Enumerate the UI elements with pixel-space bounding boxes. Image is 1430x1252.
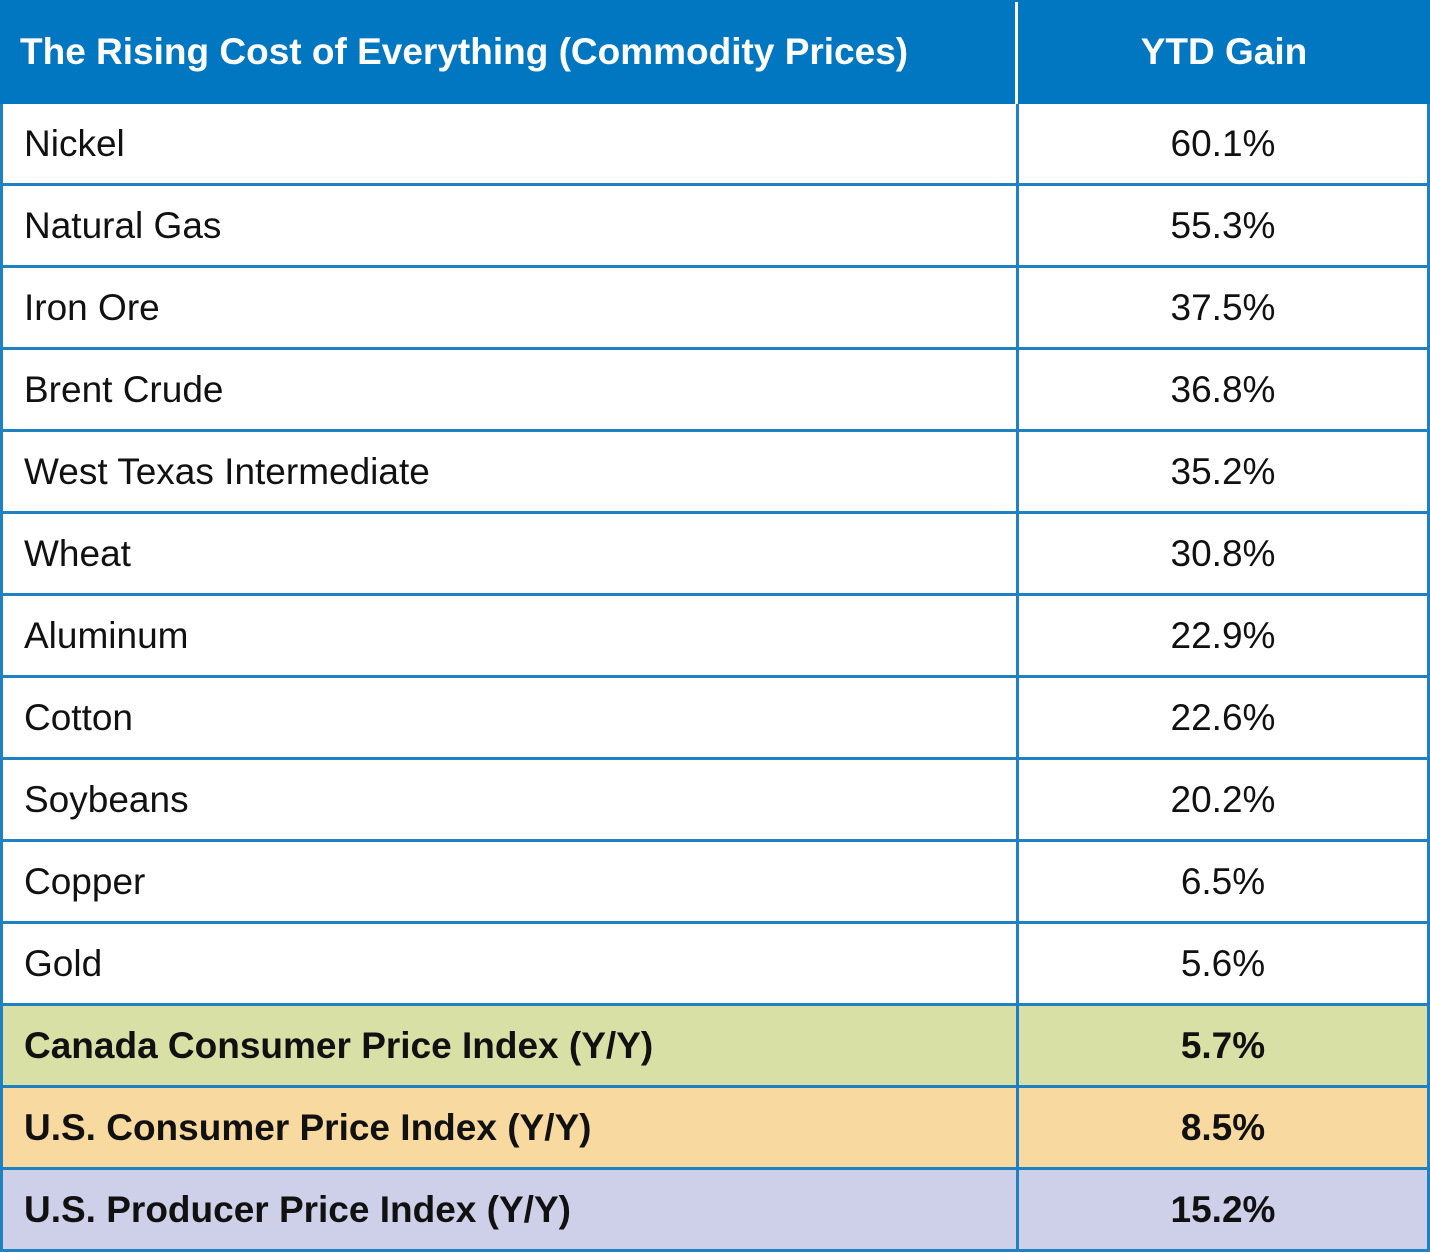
row-label: U.S. Consumer Price Index (Y/Y) <box>24 1106 592 1148</box>
table-row: Wheat 30.8% <box>0 514 1430 596</box>
table-row: Canada Consumer Price Index (Y/Y) 5.7% <box>0 1006 1430 1088</box>
header-ytd-gain: YTD Gain <box>1140 31 1308 72</box>
row-label: Natural Gas <box>24 204 222 246</box>
column-divider <box>1016 268 1019 347</box>
header-commodity: The Rising Cost of Everything (Commodity… <box>20 31 909 72</box>
row-label: Copper <box>24 860 146 902</box>
row-value: 37.5% <box>1170 286 1276 328</box>
row-value: 5.7% <box>1180 1024 1266 1066</box>
row-value: 35.2% <box>1170 450 1276 492</box>
table-row: U.S. Consumer Price Index (Y/Y) 8.5% <box>0 1088 1430 1170</box>
table-row: Cotton 22.6% <box>0 678 1430 760</box>
row-value: 36.8% <box>1170 368 1276 410</box>
table-row: Brent Crude 36.8% <box>0 350 1430 432</box>
column-divider <box>1016 514 1019 593</box>
row-value: 6.5% <box>1180 860 1266 902</box>
column-divider <box>1016 842 1019 921</box>
table-row: Soybeans 20.2% <box>0 760 1430 842</box>
row-value: 15.2% <box>1170 1188 1276 1230</box>
table-row: Nickel 60.1% <box>0 104 1430 186</box>
column-divider <box>1016 186 1019 265</box>
column-divider <box>1016 678 1019 757</box>
column-divider <box>1016 760 1019 839</box>
row-label: Brent Crude <box>24 368 224 410</box>
row-label: West Texas Intermediate <box>24 450 430 492</box>
table-row: West Texas Intermediate 35.2% <box>0 432 1430 514</box>
header-divider <box>1015 2 1018 104</box>
column-divider <box>1016 1088 1019 1167</box>
row-value: 5.6% <box>1180 942 1266 984</box>
row-value: 8.5% <box>1180 1106 1266 1148</box>
table-row: Iron Ore 37.5% <box>0 268 1430 350</box>
row-label: Soybeans <box>24 778 189 820</box>
row-value: 60.1% <box>1170 122 1276 164</box>
row-value: 30.8% <box>1170 532 1276 574</box>
row-label: Aluminum <box>24 614 189 656</box>
table-row: Aluminum 22.9% <box>0 596 1430 678</box>
table-header: The Rising Cost of Everything (Commodity… <box>0 0 1430 104</box>
row-label: Gold <box>24 942 103 984</box>
row-label: Nickel <box>24 122 125 164</box>
column-divider <box>1016 350 1019 429</box>
table-row: Gold 5.6% <box>0 924 1430 1006</box>
column-divider <box>1016 104 1019 183</box>
table-row: U.S. Producer Price Index (Y/Y) 15.2% <box>0 1170 1430 1252</box>
table-row: Natural Gas 55.3% <box>0 186 1430 268</box>
row-value: 20.2% <box>1170 778 1276 820</box>
row-label: U.S. Producer Price Index (Y/Y) <box>24 1188 571 1230</box>
column-divider <box>1016 924 1019 1003</box>
row-label: Cotton <box>24 696 134 738</box>
row-label: Canada Consumer Price Index (Y/Y) <box>24 1024 654 1066</box>
row-value: 22.9% <box>1170 614 1276 656</box>
column-divider <box>1016 596 1019 675</box>
column-divider <box>1016 1170 1019 1249</box>
row-label: Iron Ore <box>24 286 160 328</box>
row-label: Wheat <box>24 532 131 574</box>
column-divider <box>1016 1006 1019 1085</box>
row-value: 55.3% <box>1170 204 1276 246</box>
table-row: Copper 6.5% <box>0 842 1430 924</box>
row-value: 22.6% <box>1170 696 1276 738</box>
column-divider <box>1016 432 1019 511</box>
